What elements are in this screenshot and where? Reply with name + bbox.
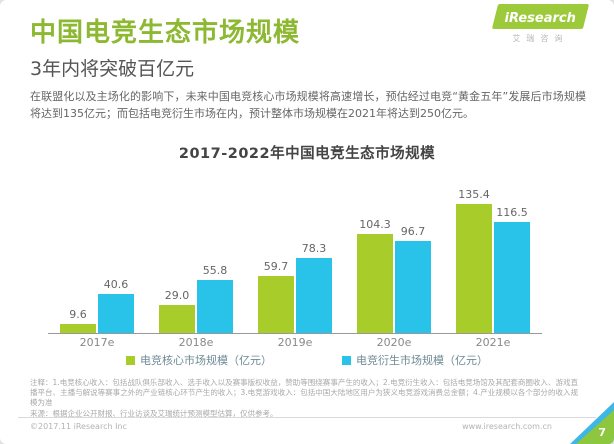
bar: [296, 258, 332, 333]
x-axis-label: 2017e: [79, 336, 115, 349]
footnote: 注释：1.电竞核心收入：包括战队俱乐部收入、选手收入以及赛事版权收益，赞助等围绕…: [30, 378, 578, 419]
iresearch-logo-chinese: 艾瑞咨询: [512, 34, 569, 43]
page-number: 7: [598, 426, 606, 439]
iresearch-logo: iResearch 艾瑞咨询: [491, 4, 590, 44]
bar: [98, 294, 134, 333]
bar-wrap: 96.7: [395, 225, 431, 333]
chart-legend: 电竞核心市场规模（亿元） 电竞衍生市场规模（亿元）: [0, 352, 614, 368]
footer-divider: [18, 417, 596, 418]
x-axis-labels: 2017e 2018e 2019e 2020e 2021e: [48, 336, 542, 349]
chart-title: 2017-2022年中国电竞生态市场规模: [178, 146, 436, 162]
bar-value-label: 96.7: [400, 225, 426, 238]
bar-chart-plot: 9.6 40.6 29.0 55.8 59.7 78.3 104.3 96.7 135.4 116…: [48, 172, 542, 334]
legend-item: 电竞衍生市场规模（亿元）: [342, 352, 488, 368]
bar: [395, 241, 431, 333]
bar-group-2017e: 9.6 40.6: [48, 172, 146, 333]
bar-group-2021e: 135.4 116.5: [444, 172, 542, 333]
bar-wrap: 116.5: [494, 206, 530, 333]
bar-wrap: 9.6: [60, 308, 96, 333]
bar-wrap: 29.0: [159, 289, 195, 333]
bar: [197, 280, 233, 333]
page-title: 中国电竞生态市场规模: [30, 18, 301, 48]
bar-wrap: 55.8: [197, 264, 233, 333]
bar: [357, 234, 393, 333]
bar: [60, 324, 96, 333]
bar: [159, 305, 195, 333]
legend-label: 电竞衍生市场规模（亿元）: [356, 354, 488, 367]
iresearch-logo-mark: iResearch: [491, 4, 590, 29]
page-subtitle: 3年内将突破百亿元: [30, 58, 195, 80]
bar: [456, 204, 492, 333]
bar-value-label: 116.5: [496, 206, 528, 219]
legend-label: 电竞核心市场规模（亿元）: [140, 354, 272, 367]
legend-item: 电竞核心市场规模（亿元）: [126, 352, 272, 368]
x-axis-label: 2019e: [277, 336, 313, 349]
bar-wrap: 104.3: [357, 218, 393, 333]
footnote-notes: 注释：1.电竞核心收入：包括战队俱乐部收入、选手收入以及赛事版权收益，赞助等围绕…: [30, 378, 578, 407]
slide-header: 中国电竞生态市场规模 3年内将突破百亿元: [30, 12, 584, 81]
bar-value-label: 55.8: [202, 264, 228, 277]
bar-value-label: 40.6: [103, 278, 129, 291]
legend-swatch-icon: [342, 355, 351, 365]
bar-wrap: 78.3: [296, 242, 332, 333]
bar-value-label: 78.3: [301, 242, 327, 255]
bar-group-2019e: 59.7 78.3: [246, 172, 344, 333]
footnote-source: 来源：根据企业公开财报、行业访谈及艾瑞统计预测模型估算，仅供参考。: [30, 409, 278, 418]
legend-swatch-icon: [126, 355, 135, 365]
bar-value-label: 9.6: [69, 308, 87, 321]
bar-value-label: 29.0: [164, 289, 190, 302]
footer-website: www.iresearch.com.cn: [462, 422, 552, 431]
bar-group-2018e: 29.0 55.8: [147, 172, 245, 333]
x-axis-label: 2018e: [178, 336, 214, 349]
bar-wrap: 135.4: [456, 188, 492, 333]
x-axis-label: 2021e: [475, 336, 511, 349]
intro-paragraph: 在联盟化以及主场化的影响下，未来中国电竞核心市场规模将高速增长，预估经过电竞“黄…: [30, 90, 586, 120]
bar-value-label: 59.7: [263, 260, 289, 273]
bar: [494, 222, 530, 333]
bar-value-label: 135.4: [458, 188, 490, 201]
bar-group-2020e: 104.3 96.7: [345, 172, 443, 333]
footer-copyright: ©2017.11 iResearch Inc: [30, 422, 127, 431]
bar-value-label: 104.3: [359, 218, 391, 231]
bar-wrap: 40.6: [98, 278, 134, 333]
bar: [258, 276, 294, 333]
bar-wrap: 59.7: [258, 260, 294, 333]
iresearch-logo-text: iResearch: [504, 11, 576, 26]
x-axis-label: 2020e: [376, 336, 412, 349]
page-corner-graphic: 7: [570, 402, 614, 444]
